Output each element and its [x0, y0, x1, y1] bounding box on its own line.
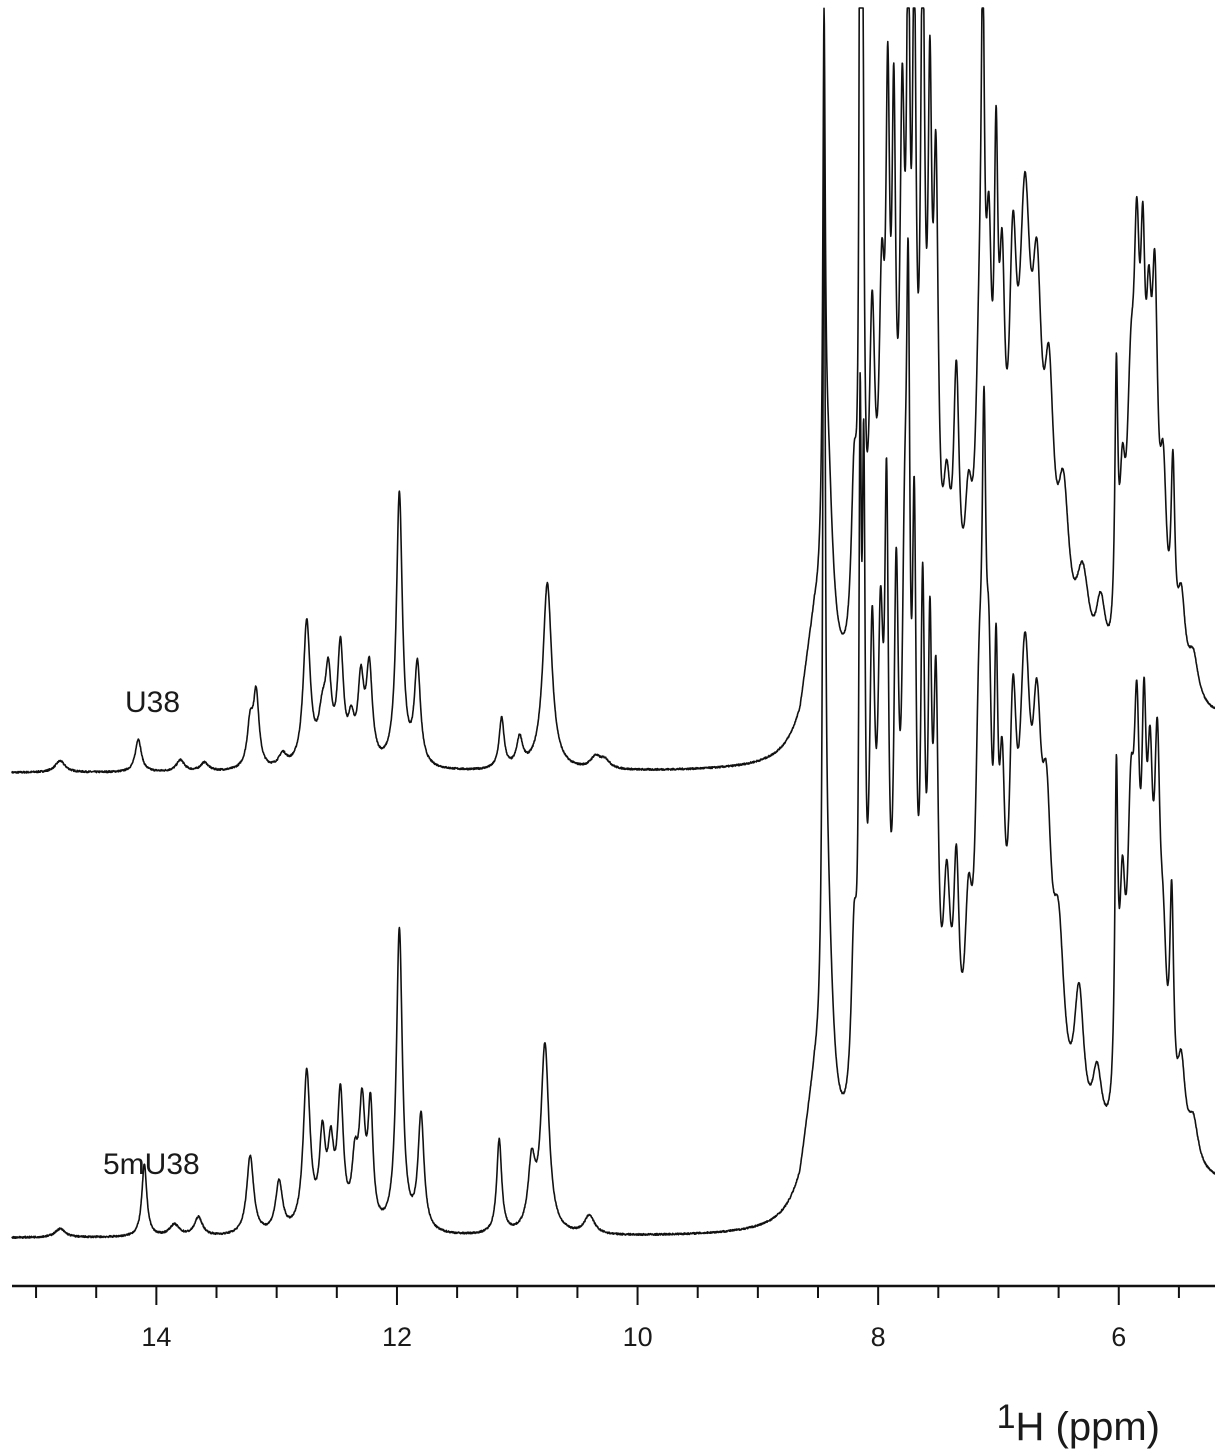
tick-label-12: 12: [382, 1322, 412, 1352]
series-line-u38: [11, 7, 1215, 774]
series-line-5mu38: [11, 82, 1215, 1239]
tick-label-8: 8: [871, 1322, 886, 1352]
tick-label-10: 10: [623, 1322, 653, 1352]
series-label-5mu38: 5mU38: [103, 1148, 200, 1181]
x-axis-ticks: [35, 1286, 1180, 1305]
spectrum-traces: [11, 7, 1215, 1239]
x-axis-title-text: H (ppm): [1016, 1405, 1160, 1449]
x-axis-title: 1H (ppm): [997, 1398, 1160, 1449]
series-label-u38: U38: [125, 686, 180, 719]
tick-label-6: 6: [1111, 1322, 1126, 1352]
tick-label-14: 14: [141, 1322, 171, 1352]
x-axis-title-superscript: 1: [997, 1398, 1016, 1436]
x-axis-tick-labels: 14 12 10 8 6: [141, 1322, 1126, 1352]
